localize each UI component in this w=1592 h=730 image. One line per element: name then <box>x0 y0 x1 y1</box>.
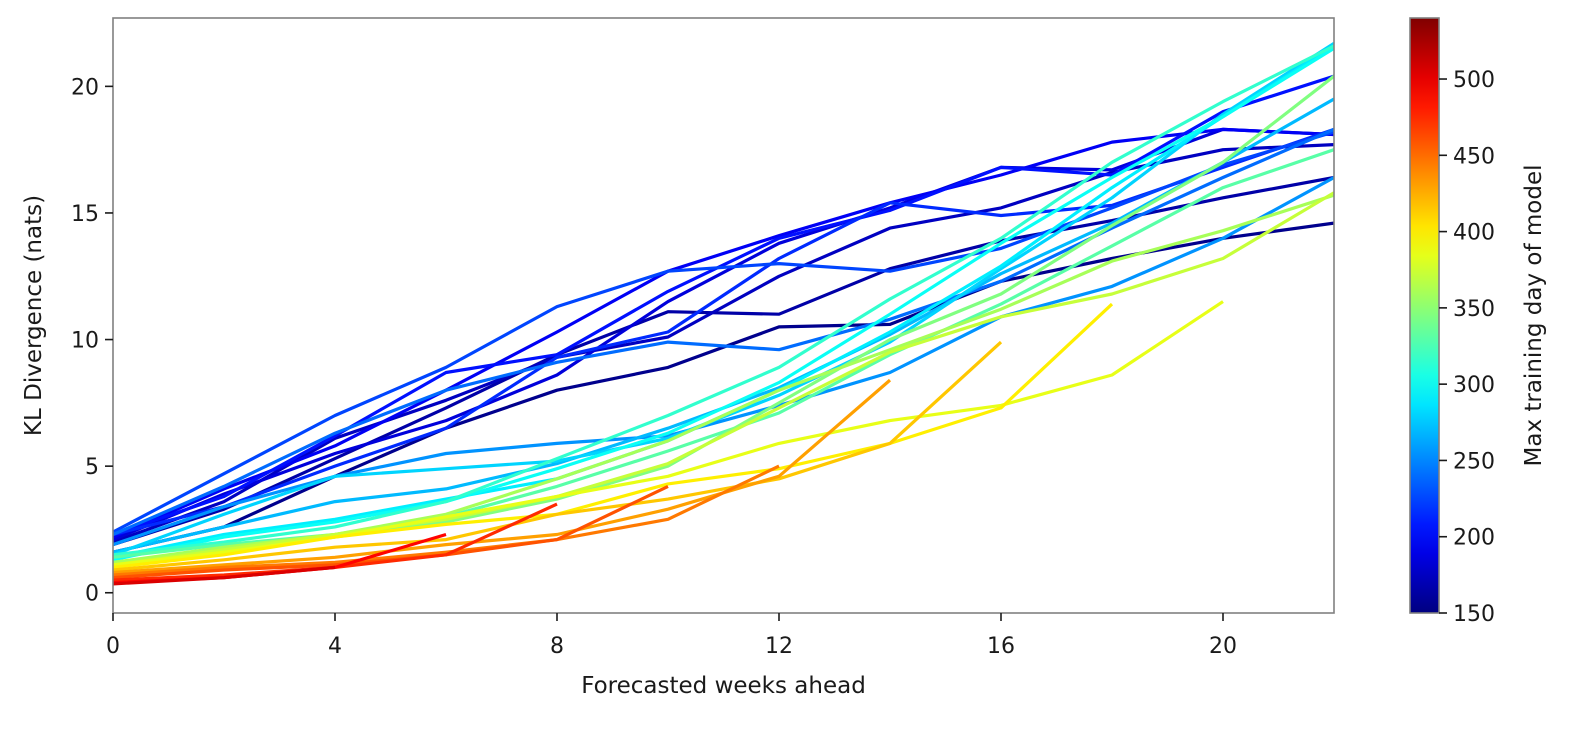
colorbar-ticks: 150 200 250 300 350 400 450 500 <box>1439 68 1495 627</box>
colorbar-frame <box>1409 17 1440 614</box>
colorbar <box>1410 18 1439 613</box>
x-tick-label: 4 <box>328 634 342 659</box>
x-axis-label: Forecasted weeks ahead <box>581 673 866 699</box>
colorbar-label: Max training day of model <box>1521 165 1547 467</box>
plot-frame <box>112 17 1335 614</box>
series-line-4 <box>113 127 1334 539</box>
series-line-18 <box>113 191 1334 567</box>
colorbar-tick-label: 150 <box>1453 602 1495 627</box>
series-line-5 <box>113 74 1334 537</box>
series-line-7 <box>113 130 1334 534</box>
x-axis-ticks: 0 4 8 12 16 20 <box>106 613 1237 659</box>
x-tick-label: 8 <box>550 634 564 659</box>
y-tick-label: 0 <box>85 582 99 607</box>
series-line-20 <box>113 302 1114 569</box>
colorbar-tick-label: 350 <box>1453 297 1495 322</box>
colorbar-tick-label: 450 <box>1453 144 1495 169</box>
x-tick-label: 20 <box>1209 634 1237 659</box>
x-tick-label: 16 <box>987 634 1015 659</box>
series-line-8 <box>113 127 1334 536</box>
colorbar-tick-label: 250 <box>1453 449 1495 474</box>
y-tick-label: 10 <box>71 329 99 354</box>
series-line-27 <box>113 565 336 586</box>
series-line-14 <box>113 44 1334 557</box>
colorbar-tick-label: 400 <box>1453 221 1495 246</box>
series-line-22 <box>113 378 892 575</box>
colorbar-tick-label: 300 <box>1453 373 1495 398</box>
y-tick-label: 5 <box>85 455 99 480</box>
y-tick-label: 20 <box>71 75 99 100</box>
series-line-21 <box>113 340 1003 572</box>
y-axis-ticks: 0 5 10 15 20 <box>71 75 113 607</box>
y-axis-label: KL Divergence (nats) <box>21 195 47 436</box>
series-line-13 <box>113 47 1334 562</box>
x-tick-label: 0 <box>106 634 120 659</box>
series-line-23 <box>113 464 780 577</box>
x-tick-label: 12 <box>765 634 793 659</box>
series-lines <box>113 41 1334 586</box>
plot-area <box>113 18 1334 613</box>
colorbar-tick-label: 500 <box>1453 68 1495 93</box>
colorbar-tick-label: 200 <box>1453 526 1495 551</box>
y-tick-label: 15 <box>71 202 99 227</box>
